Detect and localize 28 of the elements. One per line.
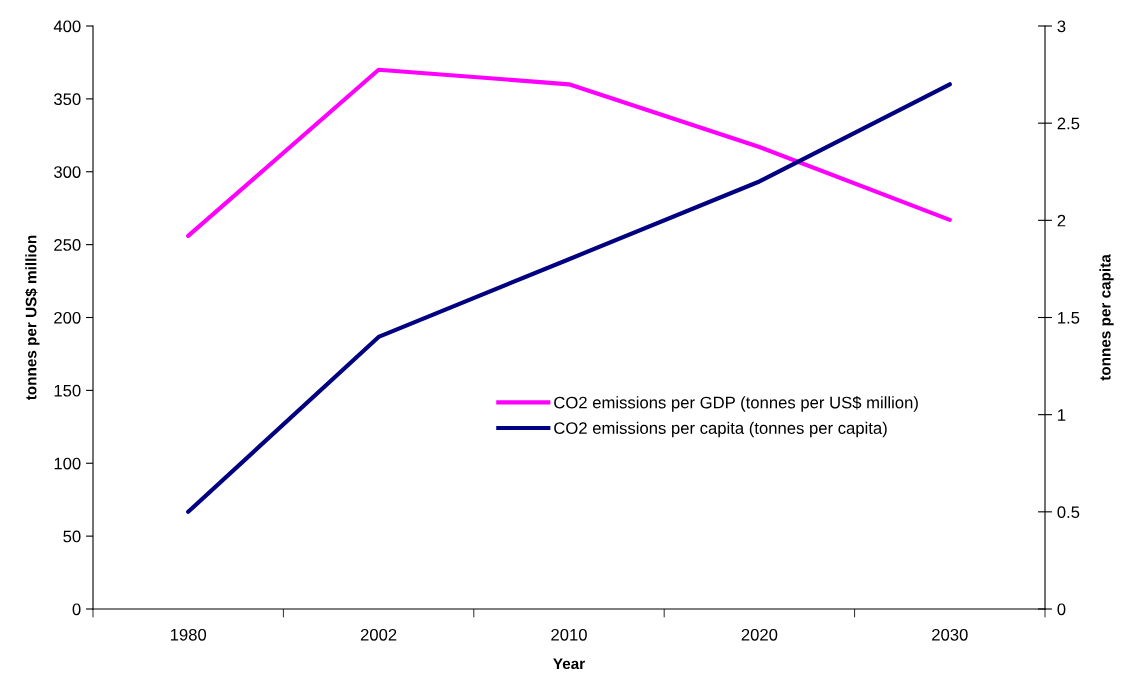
y-tick-label: 100: [54, 457, 81, 470]
y-tick-label: 300: [54, 166, 81, 178]
x-tick-label: 2020: [741, 628, 778, 641]
y-tick-label: 250: [54, 239, 81, 251]
y-tick-label: 350: [54, 93, 81, 106]
line-series: [186, 67, 952, 238]
y-axis-title: tonnes per US$ million: [24, 235, 40, 401]
y-tick-label: 50: [63, 530, 81, 543]
y2-tick-label: 3: [1057, 20, 1066, 33]
y-tick-label: 0: [72, 603, 81, 616]
x-tick-label: 1980: [170, 628, 207, 641]
y2-tick-label: 2: [1057, 214, 1066, 227]
legend-label: CO2 emissions per GDP (tonnes per US$ million): [554, 395, 918, 412]
y-tick-label: 200: [54, 311, 81, 324]
x-axis-title: Year: [553, 658, 585, 670]
y2-tick-label: 1.5: [1058, 312, 1080, 324]
x-tick-label: 2002: [360, 628, 397, 641]
y2-axis-title: tonnes per capita: [1099, 254, 1114, 381]
y2-tick-label: 1: [1058, 409, 1066, 421]
y2-tick-label: 0: [1057, 603, 1066, 616]
x-tick-label: 2010: [551, 628, 587, 641]
line-series: [186, 82, 952, 514]
y2-tick-label: 2.5: [1057, 117, 1080, 130]
y2-tick-label: 0.5: [1057, 506, 1080, 519]
x-tick-label: 2030: [932, 628, 968, 641]
y-tick-label: 400: [53, 20, 81, 33]
legend-label: CO2 emissions per capita (tonnes per capita): [554, 421, 887, 438]
y-tick-label: 150: [54, 384, 81, 397]
